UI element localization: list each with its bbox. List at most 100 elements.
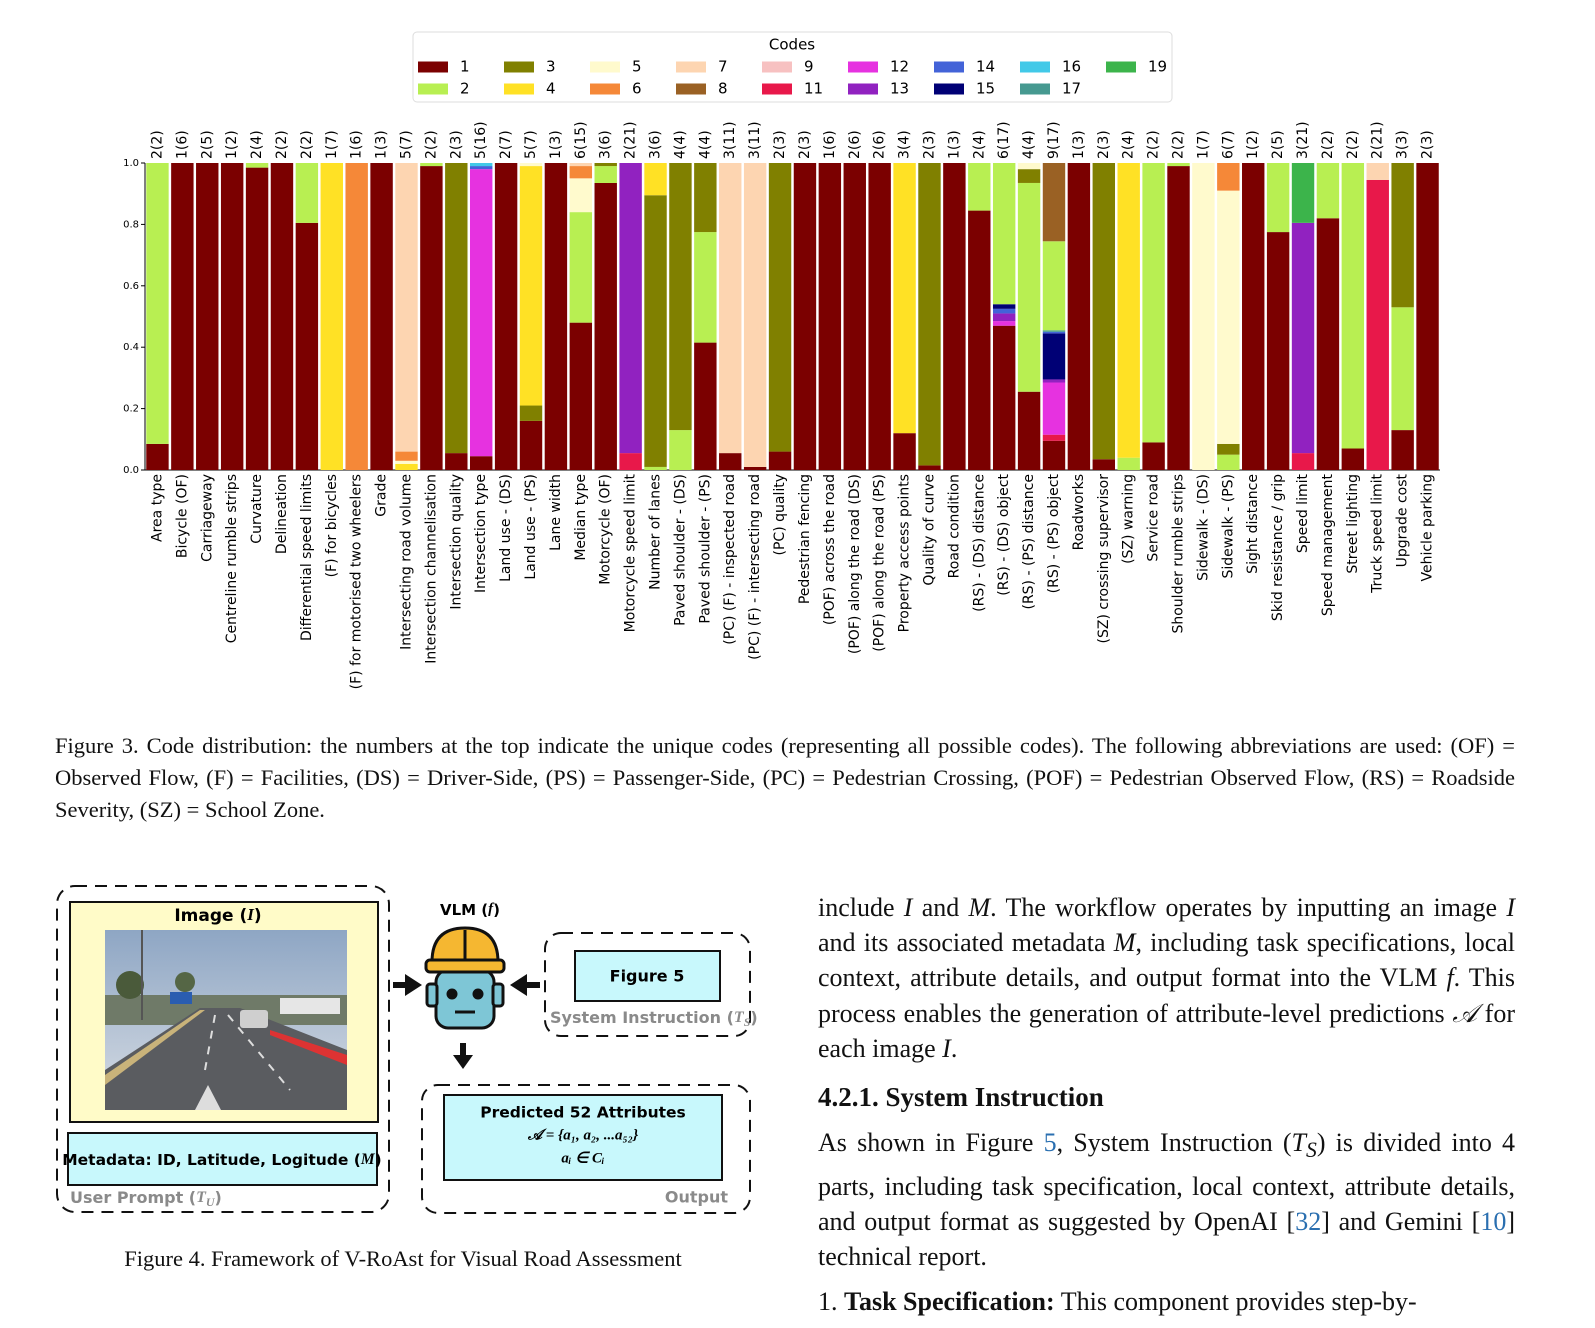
x-tick-label: (POF) along the road (DS) [847, 474, 863, 654]
x-tick-label: Street lighting [1345, 474, 1361, 574]
bar-top-label: 1(3) [548, 130, 564, 159]
bar-top-label: 2(2) [1320, 130, 1336, 159]
bar-segment [1291, 453, 1315, 470]
x-tick-label: Paved shoulder - (DS) [672, 474, 688, 626]
bar-segment [1291, 222, 1315, 454]
x-tick-label: Lane width [548, 474, 564, 551]
bar-top-label: 2(2) [1146, 130, 1162, 159]
x-tick-label: Centreline rumble strips [224, 474, 240, 643]
y-tick-label: 0.0 [123, 465, 139, 476]
bar-segment [992, 321, 1016, 326]
bar-segment [743, 466, 767, 470]
bar-segment [893, 433, 916, 470]
bar-segment [245, 167, 269, 471]
bar-segment [469, 169, 493, 457]
bar-segment [245, 163, 269, 168]
bar-segment [1092, 163, 1116, 460]
bar-segment [1142, 442, 1165, 470]
x-tick-label: (RS) - (DS) object [996, 474, 1012, 596]
bar-segment [1341, 163, 1365, 449]
x-tick-label: Area type [149, 474, 165, 542]
bar-segment [1042, 382, 1066, 435]
bar-segment [569, 178, 593, 213]
legend-label: 6 [632, 80, 642, 98]
bar-segment [1167, 166, 1190, 470]
x-tick-label: Intersecting road volume [398, 474, 414, 650]
bar-segment [644, 466, 667, 470]
x-tick-label: Skid resistance / grip [1270, 474, 1286, 621]
user-prompt-box [56, 885, 390, 1213]
formula: 𝒜 = {a₁, a₂, ...a₅₂} [527, 1127, 639, 1143]
bar-segment [918, 465, 941, 470]
bar-segment [1042, 379, 1066, 383]
chart: Codes 12345678911121314151617190.00.20.4… [123, 31, 1440, 689]
bar-segment [494, 163, 518, 470]
x-tick-label: Intersection type [473, 474, 489, 593]
image-label: Image (I) [174, 905, 261, 926]
bar-segment [469, 166, 493, 170]
bar-top-label: 2(3) [1420, 130, 1436, 159]
bar-top-label: 1(6) [174, 130, 190, 159]
bar-segment [644, 195, 667, 467]
paragraph: include I and M. The workflow operates b… [818, 893, 1515, 1063]
system-instruction-label: System Instruction (TS) [550, 1008, 758, 1029]
bar-top-label: 1(2) [224, 130, 240, 159]
bar-segment [445, 453, 468, 470]
link[interactable]: 5 [1043, 1128, 1057, 1158]
link[interactable]: 10 [1480, 1206, 1507, 1236]
legend-title: Codes [769, 36, 815, 54]
y-tick-label: 1.0 [123, 158, 139, 169]
bar-segment [569, 212, 593, 323]
bar-segment [669, 163, 692, 431]
legend-swatch [676, 61, 706, 73]
bar-top-label: 3(4) [897, 130, 913, 159]
bar-segment [1416, 163, 1439, 470]
bar-segment [1017, 391, 1041, 470]
legend-label: 7 [718, 58, 728, 76]
bar-segment [1316, 218, 1340, 470]
bar-top-label: 3(6) [598, 130, 614, 159]
x-tick-label: Differential speed limits [299, 474, 315, 641]
bar-segment [469, 163, 493, 167]
legend-swatch [848, 61, 878, 73]
bar-top-label: 9(17) [1046, 121, 1062, 159]
bar-top-label: 6(7) [1220, 130, 1236, 159]
legend-swatch [762, 83, 792, 95]
bar-segment [1391, 307, 1414, 431]
bar-segment [992, 304, 1016, 309]
bar-top-label: 3(11) [722, 121, 738, 159]
bar-segment [992, 308, 1016, 314]
bar-segment [270, 163, 294, 470]
attributes-box [443, 1094, 723, 1181]
x-tick-label: Number of lanes [648, 474, 664, 590]
legend-swatch [418, 61, 448, 73]
bar-segment [992, 325, 1016, 470]
figure-ref-box [574, 950, 721, 1002]
legend-label: 9 [804, 58, 814, 76]
legend-swatch [1020, 61, 1050, 73]
bar-segment [719, 163, 742, 454]
bar-top-label: 2(5) [199, 130, 215, 159]
bar-segment [992, 313, 1016, 322]
bar-segment [171, 163, 194, 470]
bar-top-label: 2(2) [274, 130, 290, 159]
link[interactable]: 32 [1295, 1206, 1322, 1236]
bar-segment [1391, 430, 1414, 470]
bar-segment [1042, 440, 1066, 470]
bar-top-label: 2(21) [1370, 121, 1386, 159]
x-tick-label: Sidewalk - (DS) [1195, 474, 1211, 581]
bar-top-label: 2(7) [498, 130, 514, 159]
bar-top-label: 4(4) [697, 130, 713, 159]
x-tick-label: (PC) (F) - inspected road [722, 474, 738, 645]
bar-segment [1017, 163, 1041, 170]
bar-segment [370, 163, 393, 470]
bar-segment [1291, 163, 1315, 223]
output-box [421, 1084, 751, 1214]
bar-segment [519, 420, 543, 470]
legend-label: 1 [460, 58, 470, 76]
bar-segment [146, 443, 169, 470]
x-tick-label: Bicycle (OF) [174, 474, 190, 558]
bar-segment [519, 163, 543, 167]
bar-top-label: 1(6) [822, 130, 838, 159]
